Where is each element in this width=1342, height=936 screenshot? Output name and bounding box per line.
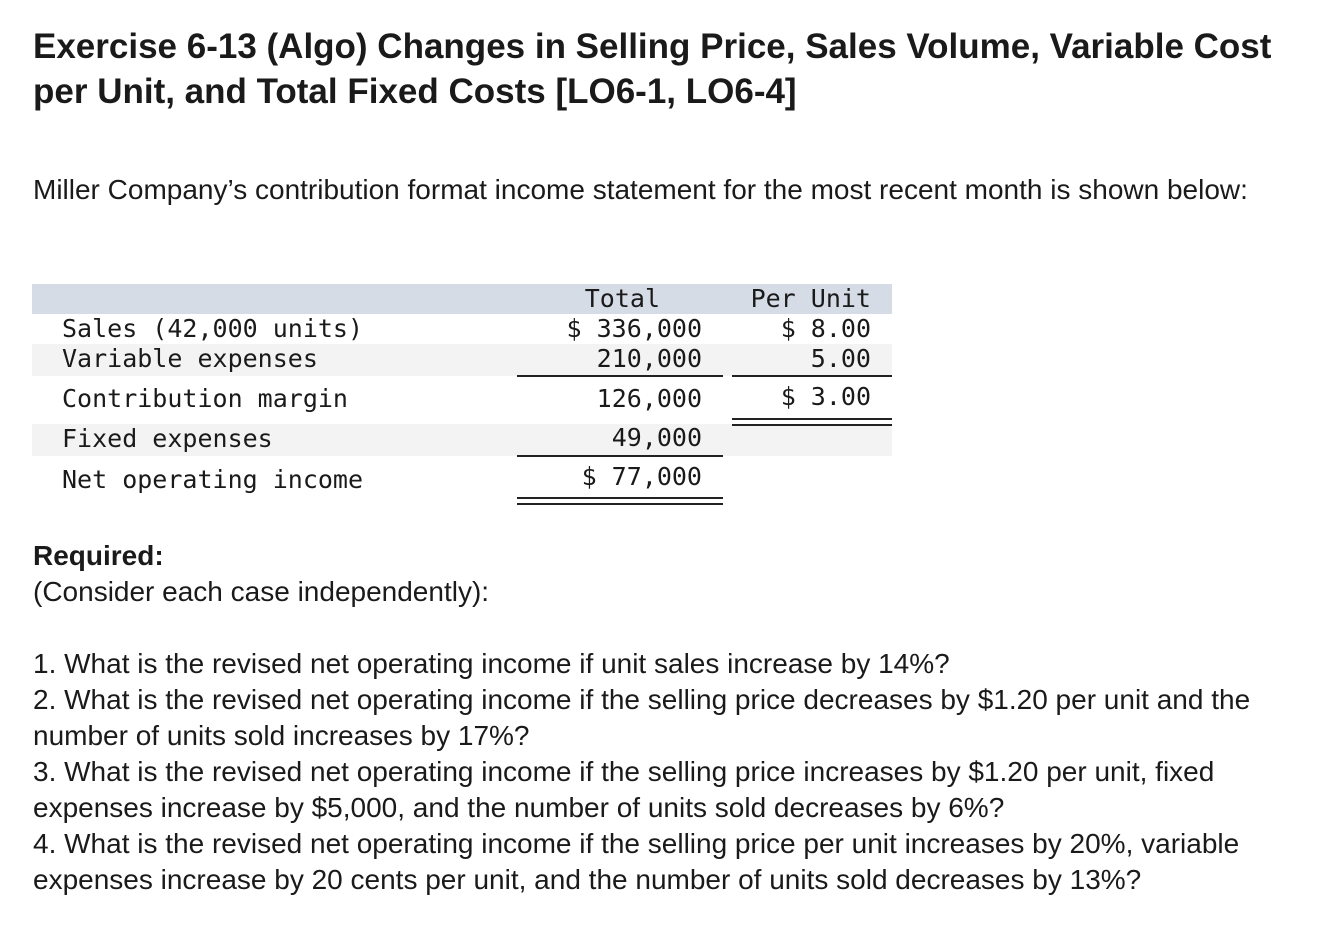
row-shade-fixed [32, 424, 892, 456]
variable-expenses-total: 210,000 [596, 344, 702, 373]
exercise-title: Exercise 6-13 (Algo) Changes in Selling … [33, 27, 1272, 111]
fixed-subtotal-line [517, 455, 723, 457]
column-header-per-unit: Per Unit [750, 284, 871, 313]
row-label-fixed-expenses: Fixed expenses [62, 424, 273, 453]
fixed-expenses-total: 49,000 [611, 423, 702, 452]
intro-text: Miller Company’s contribution format inc… [33, 174, 1248, 205]
contribution-margin-per-unit: $ 3.00 [780, 382, 871, 411]
sales-per-unit: $ 8.00 [780, 314, 871, 343]
per-unit-subtotal-line [732, 375, 892, 377]
question-4: 4. What is the revised net operating inc… [33, 828, 1240, 895]
row-shade-variable [32, 344, 892, 376]
income-statement-table: Total Per Unit Sales (42,000 units) $ 33… [32, 284, 892, 514]
required-heading: Required: [33, 540, 164, 571]
total-subtotal-line [517, 375, 723, 377]
question-2: 2. What is the revised net operating inc… [33, 684, 1251, 751]
net-operating-income-total: $ 77,000 [581, 462, 702, 491]
row-label-contribution-margin: Contribution margin [62, 384, 348, 413]
net-income-double-underline [517, 497, 723, 505]
row-label-sales: Sales (42,000 units) [62, 314, 364, 343]
required-note: (Consider each case independently): [33, 576, 490, 607]
question-list: 1. What is the revised net operating inc… [33, 646, 1323, 898]
column-header-total: Total [584, 284, 660, 313]
question-1: 1. What is the revised net operating inc… [33, 648, 950, 679]
row-label-variable-expenses: Variable expenses [62, 344, 318, 373]
question-3: 3. What is the revised net operating inc… [33, 756, 1215, 823]
per-unit-double-underline [732, 418, 892, 426]
sales-total: $ 336,000 [566, 314, 702, 343]
contribution-margin-total: 126,000 [596, 384, 702, 413]
header-band [32, 284, 892, 314]
row-label-net-operating-income: Net operating income [62, 465, 364, 494]
variable-expenses-per-unit: 5.00 [810, 344, 871, 373]
